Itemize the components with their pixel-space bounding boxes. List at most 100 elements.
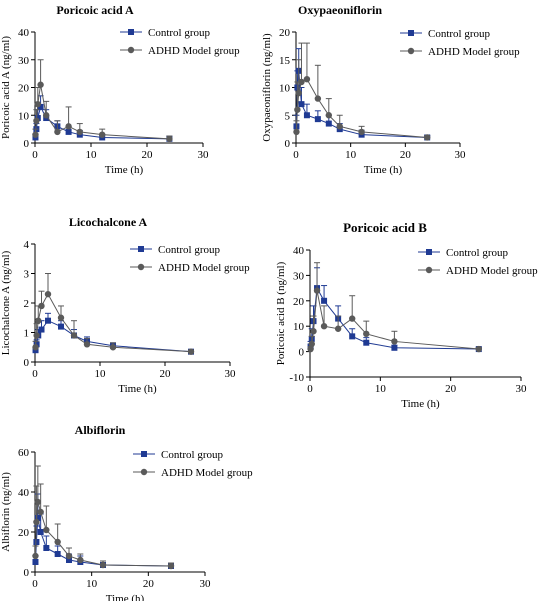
y-tick-label: 3 — [24, 269, 30, 281]
x-tick-label: 10 — [95, 368, 107, 380]
x-axis-label: Time (h) — [106, 593, 145, 601]
x-axis-label: Time (h) — [105, 164, 144, 176]
legend-marker — [127, 46, 135, 54]
y-axis-label: Licochalcone A (ng/ml) — [0, 250, 12, 355]
data-point — [358, 128, 365, 136]
data-point — [321, 297, 328, 304]
data-point — [58, 323, 64, 330]
data-point — [391, 338, 398, 345]
legend: Control group ADHD Model group — [400, 28, 520, 58]
chart-oxypaeoniflorin: Oxypaeoniflorin 0 10 20 30 0 5 10 15 20 Time (h) Ox… — [261, 3, 520, 176]
y-axis-label: Albiflorin (ng/ml) — [0, 472, 12, 552]
y-tick-label: 0 — [24, 138, 30, 150]
chart-title: Poricoic acid B — [343, 220, 427, 235]
series-model — [32, 273, 195, 355]
y-tick-label: 0 — [299, 347, 305, 359]
x-tick-label: 20 — [142, 149, 154, 161]
x-tick-label: 0 — [32, 578, 38, 590]
x-tick-label: 30 — [198, 149, 210, 161]
series-line — [34, 517, 172, 567]
legend-label: ADHD Model group — [161, 467, 253, 479]
x-tick-label: 20 — [143, 578, 155, 590]
data-point — [391, 344, 398, 351]
legend-marker — [140, 468, 148, 476]
y-tick-label: 2 — [24, 298, 30, 310]
data-point — [70, 332, 78, 339]
legend-label: ADHD Model group — [148, 45, 240, 57]
legend-label: Control group — [161, 449, 224, 461]
legend-marker — [138, 246, 144, 252]
data-point — [298, 101, 305, 108]
y-tick-label: 40 — [293, 245, 305, 257]
chart-poricoic-a: Poricoic acid A 0 10 20 30 0 10 20 30 40 Time (h) P… — [0, 3, 240, 176]
series-model — [307, 262, 482, 353]
data-point — [76, 128, 84, 136]
data-point — [334, 325, 342, 332]
y-tick-label: 1 — [24, 328, 30, 340]
data-point — [99, 561, 107, 569]
legend: Control group ADHD Model group — [418, 247, 538, 277]
data-point — [65, 123, 72, 130]
data-point — [308, 340, 315, 348]
data-point — [83, 341, 91, 348]
x-axis-label: Time (h) — [401, 398, 440, 410]
y-axis-label: Oxypaeoniflorin (ng/ml) — [261, 33, 273, 142]
data-point — [349, 333, 356, 340]
y-tick-label: 60 — [18, 447, 30, 459]
x-tick-label: 20 — [400, 149, 412, 161]
legend: Control group ADHD Model group — [130, 244, 250, 274]
data-point — [33, 332, 40, 339]
data-point — [37, 81, 44, 88]
y-tick-label: 20 — [18, 83, 30, 95]
y-tick-label: 20 — [293, 296, 305, 308]
legend-label: Control group — [148, 27, 211, 39]
data-point — [34, 515, 41, 521]
legend-label: Control group — [428, 28, 491, 40]
legend-marker — [141, 451, 147, 457]
x-tick-label: 30 — [516, 383, 528, 395]
legend-marker — [425, 266, 433, 274]
x-tick-label: 10 — [86, 149, 98, 161]
legend-marker — [407, 47, 415, 55]
data-point — [37, 508, 44, 516]
data-point — [349, 315, 356, 322]
data-point — [295, 89, 302, 97]
chart-albiflorin: Albiflorin 0 10 20 30 0 20 40 60 Time (h) Albiflor… — [0, 423, 253, 601]
data-point — [37, 529, 44, 535]
data-point — [43, 545, 50, 551]
y-tick-label: 0 — [24, 357, 30, 369]
data-point — [363, 339, 370, 346]
data-point — [99, 131, 106, 138]
data-point — [33, 539, 40, 545]
data-point — [167, 562, 175, 570]
legend-label: Control group — [158, 244, 221, 256]
y-tick-label: 10 — [293, 321, 305, 333]
x-tick-label: 30 — [200, 578, 212, 590]
legend-marker — [128, 29, 134, 35]
data-point — [65, 552, 73, 560]
x-axis-label: Time (h) — [118, 383, 157, 395]
series-model — [32, 59, 173, 143]
series-model — [32, 465, 175, 570]
y-tick-label: 10 — [279, 83, 291, 95]
y-tick-label: 5 — [285, 110, 291, 122]
data-point — [320, 323, 328, 330]
y-tick-label: 0 — [285, 138, 291, 150]
data-point — [310, 328, 317, 335]
data-point — [34, 498, 42, 506]
data-point — [35, 317, 42, 324]
x-tick-label: 30 — [455, 149, 467, 161]
x-tick-label: 10 — [345, 149, 357, 161]
x-axis-label: Time (h) — [364, 164, 403, 176]
legend-label: ADHD Model group — [446, 265, 538, 277]
chart-title: Poricoic acid A — [56, 3, 134, 17]
chart-title: Licochalcone A — [69, 215, 148, 229]
data-point — [43, 112, 50, 119]
series-line — [35, 293, 192, 353]
x-tick-label: 0 — [293, 149, 299, 161]
y-axis-label: Poricoic acid A (ng/ml) — [0, 36, 12, 139]
data-point — [33, 117, 40, 125]
legend-label: ADHD Model group — [158, 262, 250, 274]
series-line — [34, 501, 172, 567]
